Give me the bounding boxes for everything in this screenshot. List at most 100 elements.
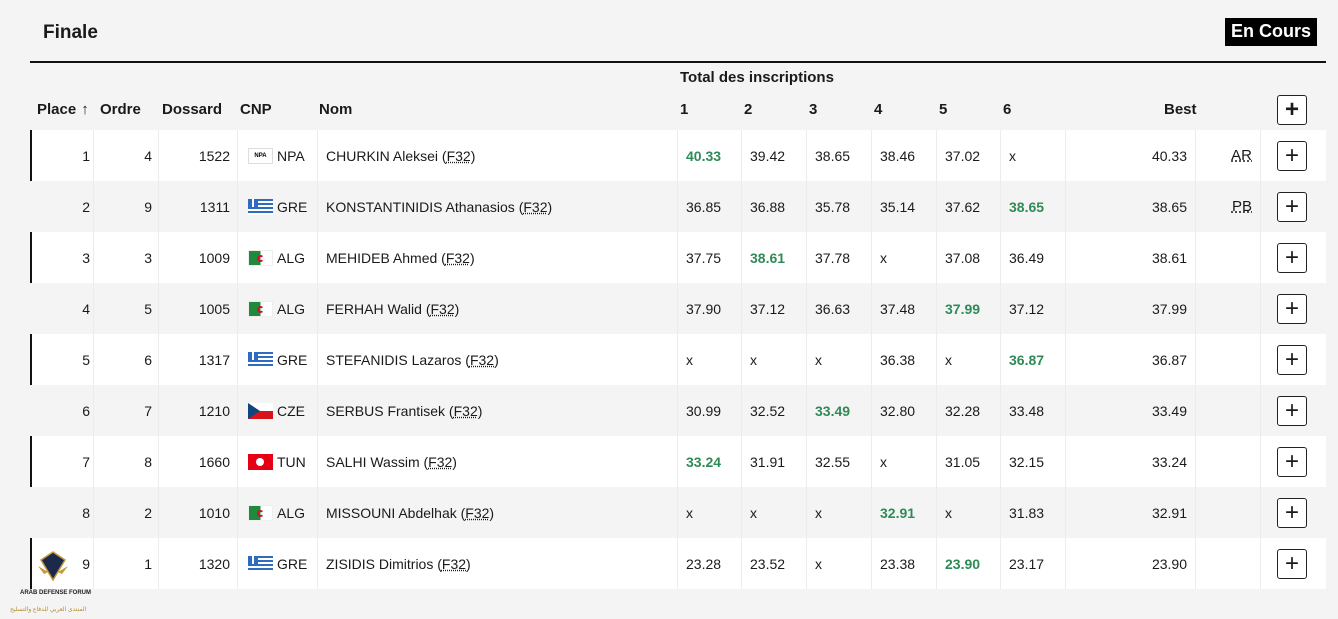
cell-bib: 1210 bbox=[198, 402, 230, 419]
column-separator bbox=[871, 487, 872, 538]
athlete-name[interactable]: MEHIDEB Ahmed bbox=[326, 249, 438, 266]
cell-order: 9 bbox=[144, 198, 152, 215]
sport-class[interactable]: F32 bbox=[469, 351, 495, 368]
column-separator bbox=[158, 181, 159, 232]
column-header-bib[interactable]: Dossard bbox=[162, 101, 223, 118]
expand-row-button[interactable]: + bbox=[1277, 497, 1307, 528]
sort-ascending-icon: ↑ bbox=[81, 101, 89, 118]
athlete-name[interactable]: STEFANIDIS Lazaros bbox=[326, 351, 462, 368]
cell-attempt-3: 37.78 bbox=[815, 249, 851, 266]
table-row: 5 6 1317 GRE STEFANIDIS Lazaros (F32) x x x 36… bbox=[30, 334, 1326, 385]
expand-row-button[interactable]: + bbox=[1277, 395, 1307, 426]
sport-class[interactable]: F32 bbox=[430, 300, 455, 317]
status-badge: En Cours bbox=[1225, 18, 1318, 46]
column-separator bbox=[237, 436, 238, 487]
column-separator bbox=[317, 385, 318, 436]
column-header-npc[interactable]: CNP bbox=[240, 101, 272, 118]
cell-attempt-5: 37.99 bbox=[945, 300, 981, 317]
column-separator bbox=[158, 232, 159, 283]
row-marker bbox=[30, 436, 32, 487]
cell-attempt-6: 32.15 bbox=[1009, 453, 1045, 470]
expand-row-button[interactable]: + bbox=[1277, 140, 1307, 171]
column-separator bbox=[741, 538, 742, 589]
column-separator bbox=[317, 130, 318, 181]
column-separator bbox=[237, 181, 238, 232]
column-header-order[interactable]: Ordre bbox=[100, 101, 141, 118]
sport-class[interactable]: F32 bbox=[465, 504, 490, 521]
expand-row-button[interactable]: + bbox=[1277, 548, 1307, 579]
cell-bib: 1311 bbox=[199, 198, 230, 215]
column-separator bbox=[317, 487, 318, 538]
row-marker bbox=[30, 538, 32, 589]
athlete-name[interactable]: SALHI Wassim bbox=[326, 453, 420, 470]
cell-attempt-4: 38.46 bbox=[880, 147, 916, 164]
expand-all-button-wrap: + bbox=[1277, 95, 1307, 125]
cell-attempt-4: 23.38 bbox=[880, 555, 916, 572]
column-header-attempt-3: 3 bbox=[809, 101, 818, 118]
expand-row-button[interactable]: + bbox=[1277, 293, 1307, 324]
cell-npc: TUN bbox=[248, 436, 326, 487]
column-separator bbox=[237, 487, 238, 538]
sport-class[interactable]: F32 bbox=[446, 147, 471, 164]
cell-attempt-6: 36.87 bbox=[1009, 351, 1045, 368]
athlete-name[interactable]: SERBUS Frantisek bbox=[326, 402, 446, 419]
expand-all-button[interactable]: + bbox=[1277, 95, 1307, 125]
column-separator bbox=[936, 385, 937, 436]
cell-name: SALHI Wassim (F32) bbox=[326, 453, 457, 470]
cell-expand: + bbox=[1277, 232, 1311, 283]
column-separator bbox=[317, 436, 318, 487]
expand-row-button[interactable]: + bbox=[1277, 242, 1307, 273]
npc-code: ALG bbox=[277, 249, 306, 266]
column-separator bbox=[871, 283, 872, 334]
cell-name: STEFANIDIS Lazaros (F32) bbox=[326, 351, 499, 368]
cell-attempt-5: 32.28 bbox=[945, 402, 981, 419]
athlete-name[interactable]: CHURKIN Aleksei bbox=[326, 147, 439, 164]
record-badge[interactable]: AR bbox=[1231, 147, 1252, 164]
column-separator bbox=[806, 283, 807, 334]
cell-best: 32.91 bbox=[1151, 504, 1187, 521]
watermark-line-1: ARAB DEFENSE FORUM bbox=[20, 590, 92, 596]
column-separator bbox=[1000, 130, 1001, 181]
athlete-name[interactable]: MISSOUNI Abdelhak bbox=[326, 504, 457, 521]
expand-row-button[interactable]: + bbox=[1277, 446, 1307, 477]
cell-order: 7 bbox=[144, 402, 152, 419]
sport-class[interactable]: F32 bbox=[445, 249, 470, 266]
column-separator bbox=[1260, 232, 1261, 283]
column-separator bbox=[741, 487, 742, 538]
cell-attempt-3: 33.49 bbox=[815, 402, 851, 419]
cell-attempt-3: 32.55 bbox=[815, 453, 851, 470]
expand-row-button[interactable]: + bbox=[1277, 344, 1307, 375]
table-row: 6 7 1210 CZE SERBUS Frantisek (F32) 30.99 32… bbox=[30, 385, 1326, 436]
column-header-place[interactable]: Place ↑ bbox=[37, 101, 89, 125]
column-separator bbox=[317, 283, 318, 334]
record-badge[interactable]: PB bbox=[1231, 198, 1252, 215]
column-separator bbox=[741, 436, 742, 487]
expand-row-button[interactable]: + bbox=[1277, 191, 1307, 222]
column-separator bbox=[237, 385, 238, 436]
athlete-name[interactable]: KONSTANTINIDIS Athanasios bbox=[326, 198, 515, 215]
cell-attempt-3: 38.65 bbox=[815, 147, 851, 164]
column-separator bbox=[741, 283, 742, 334]
column-separator bbox=[93, 487, 94, 538]
cell-bib: 1009 bbox=[198, 249, 230, 266]
cell-record: PB bbox=[1200, 181, 1252, 232]
sport-class[interactable]: F32 bbox=[428, 453, 453, 470]
column-separator bbox=[936, 181, 937, 232]
column-header-attempt-5: 5 bbox=[939, 101, 948, 118]
sport-class[interactable]: F32 bbox=[453, 402, 478, 419]
cell-bib: 1660 bbox=[198, 453, 230, 470]
cell-npc: ALG bbox=[248, 232, 326, 283]
cell-place: 9 bbox=[82, 555, 90, 572]
athlete-name[interactable]: ZISIDIS Dimitrios bbox=[326, 555, 434, 572]
cell-attempt-4: 36.38 bbox=[880, 351, 916, 368]
column-header-name[interactable]: Nom bbox=[319, 101, 353, 118]
athlete-name[interactable]: FERHAH Walid bbox=[326, 300, 422, 317]
column-separator bbox=[1260, 487, 1261, 538]
cell-expand: + bbox=[1277, 130, 1311, 181]
column-header-best[interactable]: Best bbox=[1164, 101, 1197, 118]
sport-class[interactable]: F32 bbox=[441, 555, 467, 572]
sport-class[interactable]: F32 bbox=[523, 198, 548, 215]
column-separator bbox=[1000, 283, 1001, 334]
column-separator bbox=[1195, 334, 1196, 385]
table-row: 3 3 1009 ALG MEHIDEB Ahmed (F32) 37.75 38.61… bbox=[30, 232, 1326, 283]
